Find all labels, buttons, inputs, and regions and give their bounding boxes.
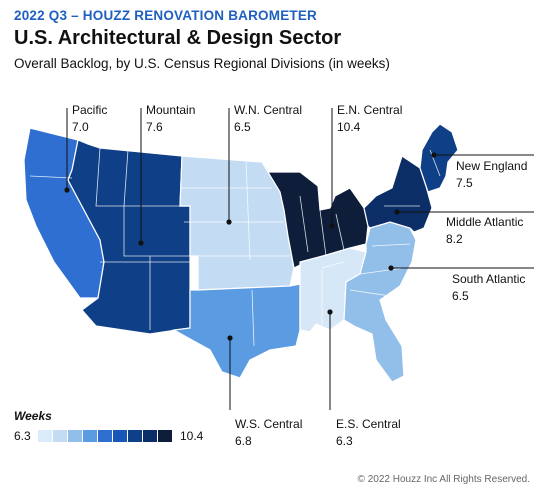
- legend-min: 6.3: [14, 429, 31, 443]
- legend-swatch: [53, 430, 67, 442]
- region-new-england: [419, 123, 459, 193]
- copyright: © 2022 Houzz Inc All Rights Reserved.: [357, 474, 530, 485]
- legend-swatch: [68, 430, 82, 442]
- label-wn-central-value: 6.5: [234, 120, 251, 134]
- label-middle-atlantic-value: 8.2: [446, 232, 463, 246]
- label-south-atlantic-name: South Atlantic: [452, 272, 525, 286]
- label-ws-central-value: 6.8: [235, 434, 252, 448]
- page-subtitle: Overall Backlog, by U.S. Census Regional…: [14, 56, 390, 71]
- label-es-central-value: 6.3: [336, 434, 353, 448]
- label-en-central-value: 10.4: [337, 120, 361, 134]
- legend-swatch: [128, 430, 142, 442]
- label-mountain-value: 7.6: [146, 120, 163, 134]
- label-pacific-value: 7.0: [72, 120, 89, 134]
- legend-max: 10.4: [180, 429, 204, 443]
- state-borders: [29, 147, 441, 347]
- region-ws-central: [172, 283, 301, 379]
- label-middle-atlantic-name: Middle Atlantic: [446, 215, 523, 229]
- label-ws-central-name: W.S. Central: [235, 417, 302, 431]
- legend-swatches: [38, 430, 172, 442]
- leaders: [64, 108, 534, 410]
- label-south-atlantic-value: 6.5: [452, 289, 469, 303]
- legend-swatch: [83, 430, 97, 442]
- region-middle-atlantic: [363, 155, 433, 233]
- legend-title: Weeks: [14, 409, 52, 423]
- legend: Weeks 6.3 10.4: [14, 409, 204, 443]
- legend-swatch: [38, 430, 52, 442]
- legend-swatch: [98, 430, 112, 442]
- label-es-central-name: E.S. Central: [336, 417, 401, 431]
- label-new-england-value: 7.5: [456, 176, 473, 190]
- label-en-central-name: E.N. Central: [337, 103, 402, 117]
- label-pacific-name: Pacific: [72, 103, 107, 117]
- region-labels: Pacific 7.0 Mountain 7.6 W.N. Central 6.…: [72, 103, 527, 448]
- label-new-england-name: New England: [456, 159, 527, 173]
- legend-swatch: [113, 430, 127, 442]
- region-south-atlantic: [343, 221, 417, 383]
- label-wn-central-name: W.N. Central: [234, 103, 302, 117]
- eyebrow: 2022 Q3 – HOUZZ RENOVATION BAROMETER: [14, 8, 317, 23]
- page-title: U.S. Architectural & Design Sector: [14, 27, 342, 49]
- legend-swatch: [158, 430, 172, 442]
- us-backlog-map: Pacific 7.0 Mountain 7.6 W.N. Central 6.…: [14, 103, 534, 448]
- legend-swatch: [143, 430, 157, 442]
- label-mountain-name: Mountain: [146, 103, 195, 117]
